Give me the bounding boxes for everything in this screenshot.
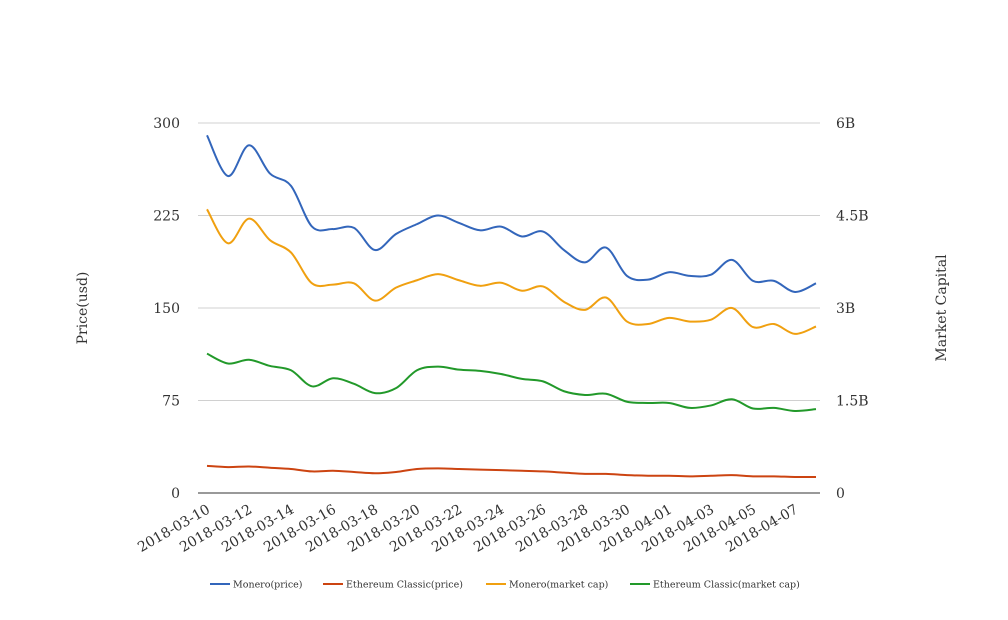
y-left-tick-label: 300 bbox=[153, 116, 180, 132]
series-line-ethereum-classic-price bbox=[206, 464, 817, 479]
y-left-tick-label: 150 bbox=[153, 301, 180, 317]
legend-label: Monero(market cap) bbox=[509, 580, 608, 591]
series-lines bbox=[206, 134, 817, 479]
legend-label: Monero(price) bbox=[233, 580, 302, 591]
grid-lines bbox=[198, 122, 820, 401]
series-line-monero-price bbox=[206, 134, 817, 293]
legend: Monero(price) Ethereum Classic(price) Mone… bbox=[210, 580, 800, 591]
series-line-ethereum-classic-market-cap bbox=[206, 352, 817, 412]
legend-label: Ethereum Classic(price) bbox=[346, 580, 463, 591]
series-line-monero-market-cap bbox=[206, 208, 817, 335]
right-axis-title: Market Capital bbox=[934, 254, 950, 362]
axis-labels: 07515022530001.5B3B4.5B6B2018-03-102018-… bbox=[135, 116, 868, 556]
y-right-tick-label: 3B bbox=[836, 301, 855, 317]
y-left-tick-label: 0 bbox=[171, 486, 180, 502]
y-right-tick-label: 0 bbox=[836, 486, 845, 502]
y-right-tick-label: 4.5B bbox=[836, 209, 869, 225]
left-axis-title: Price(usd) bbox=[75, 272, 91, 345]
y-right-tick-label: 1.5B bbox=[836, 394, 869, 410]
y-right-tick-label: 6B bbox=[836, 116, 855, 132]
y-left-tick-label: 75 bbox=[162, 394, 180, 410]
legend-label: Ethereum Classic(market cap) bbox=[653, 580, 800, 591]
y-left-tick-label: 225 bbox=[153, 209, 180, 225]
